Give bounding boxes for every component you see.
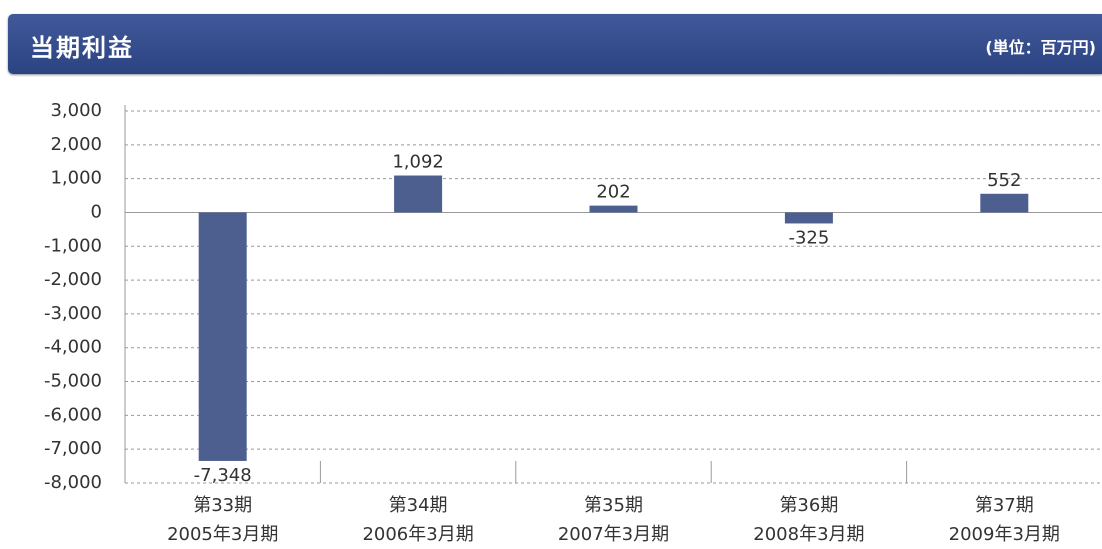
bar bbox=[589, 205, 638, 213]
y-tick-label: 2,000 bbox=[50, 134, 102, 155]
x-tick-label: 第37期 bbox=[975, 495, 1034, 516]
x-tick-label: 2005年3月期 bbox=[167, 524, 278, 545]
header: 当期利益 (単位：百万円) bbox=[8, 14, 1102, 74]
x-tick-label: 2006年3月期 bbox=[362, 524, 473, 545]
y-tick-label: -7,000 bbox=[44, 438, 102, 459]
x-tick-label: 第35期 bbox=[584, 495, 643, 516]
x-tick-label: 第34期 bbox=[389, 495, 448, 516]
y-tick-label: -3,000 bbox=[44, 303, 102, 324]
bar bbox=[784, 212, 833, 224]
y-tick-label: -5,000 bbox=[44, 371, 102, 392]
y-tick-label: -8,000 bbox=[44, 472, 102, 493]
y-tick-label: 3,000 bbox=[50, 100, 102, 121]
y-tick-label: -6,000 bbox=[44, 404, 102, 425]
x-tick-label: 第36期 bbox=[779, 495, 838, 516]
y-tick-label: -4,000 bbox=[44, 337, 102, 358]
x-tick-label: 2008年3月期 bbox=[753, 524, 864, 545]
y-tick-label: 1,000 bbox=[50, 168, 102, 189]
bar bbox=[198, 212, 247, 461]
value-label: 202 bbox=[596, 182, 630, 203]
value-label: -325 bbox=[788, 227, 829, 248]
y-tick-label: -1,000 bbox=[44, 235, 102, 256]
x-tick-label: 第33期 bbox=[193, 495, 252, 516]
y-tick-label: -2,000 bbox=[44, 269, 102, 290]
value-label: 1,092 bbox=[392, 152, 444, 173]
x-tick-label: 2009年3月期 bbox=[949, 524, 1060, 545]
title: 当期利益 bbox=[30, 34, 134, 62]
value-label: -7,348 bbox=[194, 465, 252, 486]
bar bbox=[980, 193, 1029, 213]
x-tick-label: 2007年3月期 bbox=[558, 524, 669, 545]
bar bbox=[394, 175, 443, 213]
y-tick-label: 0 bbox=[91, 201, 102, 222]
unit: (単位：百万円) bbox=[985, 38, 1096, 57]
value-label: 552 bbox=[987, 170, 1021, 191]
